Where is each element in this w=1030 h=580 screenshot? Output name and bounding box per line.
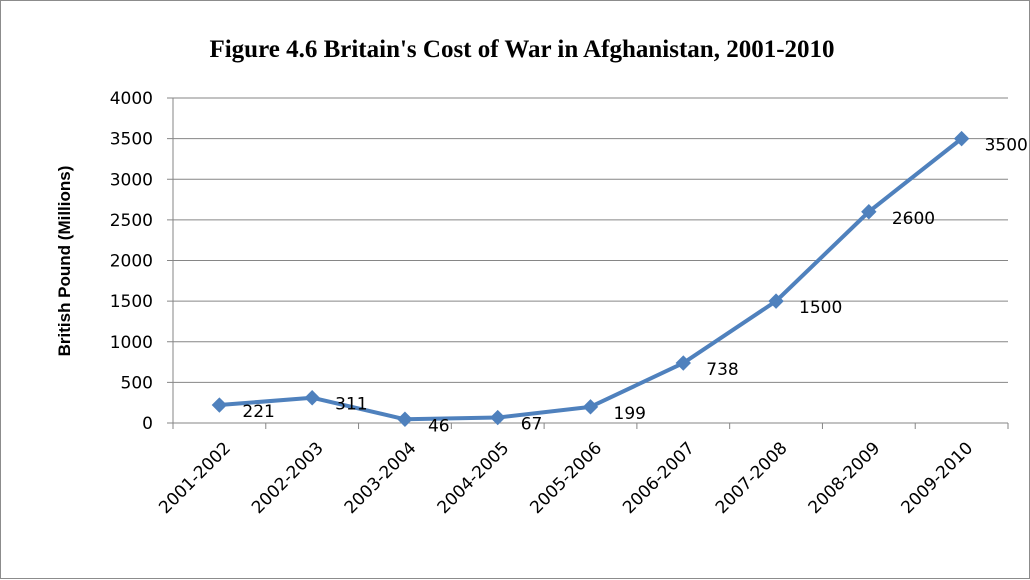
series-line: [217, 136, 964, 422]
data-point-marker: [675, 355, 691, 371]
data-label: 1500: [799, 298, 842, 318]
y-tick-label: 1500: [110, 292, 153, 312]
data-label: 67: [521, 415, 543, 435]
data-point-marker: [861, 204, 877, 220]
data-label: 738: [706, 360, 738, 380]
data-label: 221: [242, 402, 274, 422]
data-point-marker: [304, 390, 320, 406]
data-point-marker: [490, 409, 506, 426]
data-label: 2600: [892, 209, 935, 229]
data-point-marker: [582, 399, 599, 415]
x-tick-label: 2004-2005: [434, 438, 514, 518]
x-tick-label: 2009-2010: [897, 438, 977, 518]
x-axis-ticks: 2001-2002 2002-2003 2003-2004 2004-2005 2005…: [155, 423, 1009, 518]
y-tick-label: 2000: [110, 252, 153, 272]
x-tick-label: 2002-2003: [248, 438, 328, 518]
data-label: 199: [614, 404, 646, 424]
y-tick-label: 3000: [110, 170, 153, 190]
data-labels: 221 311 46 67 199 738 1500 2600 3500: [242, 136, 1027, 437]
x-tick-label: 2001-2002: [155, 438, 235, 518]
x-tick-label: 2005-2006: [526, 438, 606, 518]
data-point-marker: [211, 397, 228, 413]
data-label: 311: [335, 395, 367, 415]
x-tick-label: 2006-2007: [619, 438, 699, 518]
y-tick-label: 0: [142, 414, 153, 434]
y-tick-label: 2500: [110, 211, 153, 231]
y-axis-label: British Pound (Millions): [55, 166, 74, 357]
gridlines: [173, 97, 1008, 383]
data-point-marker: [397, 411, 413, 427]
x-tick-label: 2003-2004: [341, 438, 421, 518]
y-tick-label: 4000: [110, 89, 153, 109]
series-cost: [211, 130, 970, 427]
y-tick-label: 500: [121, 373, 153, 393]
y-tick-label: 1000: [110, 333, 153, 353]
x-tick-label: 2008-2009: [805, 438, 885, 518]
x-tick-label: 2007-2008: [712, 438, 792, 518]
data-point-marker: [768, 293, 784, 309]
chart-title: Figure 4.6 Britain's Cost of War in Afgh…: [209, 36, 834, 63]
data-label: 3500: [985, 136, 1028, 156]
data-label: 46: [428, 416, 450, 436]
y-axis-ticks: 0 500 1000 1500 2000 2500 3000 3500 4000: [110, 89, 173, 434]
data-point-marker: [953, 130, 970, 147]
y-tick-label: 3500: [110, 130, 153, 150]
